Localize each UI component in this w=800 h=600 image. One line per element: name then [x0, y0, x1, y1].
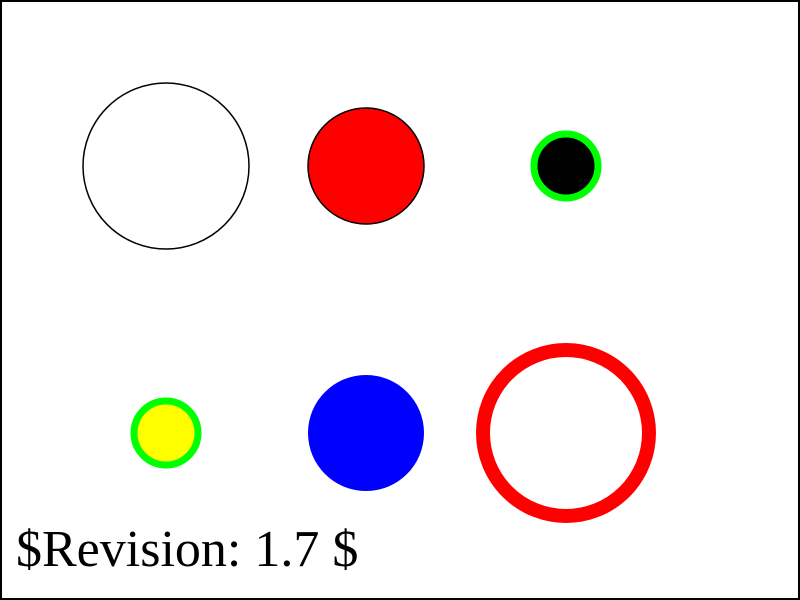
- red-circle-black-outline: [307, 107, 425, 225]
- red-ring: [476, 343, 656, 523]
- black-circle-green-outline: [530, 130, 602, 202]
- blue-circle: [308, 375, 424, 491]
- revision-label: $Revision: 1.7 $: [16, 521, 358, 578]
- white-circle-black-outline: [82, 82, 250, 250]
- yellow-circle-green-outline: [130, 397, 202, 469]
